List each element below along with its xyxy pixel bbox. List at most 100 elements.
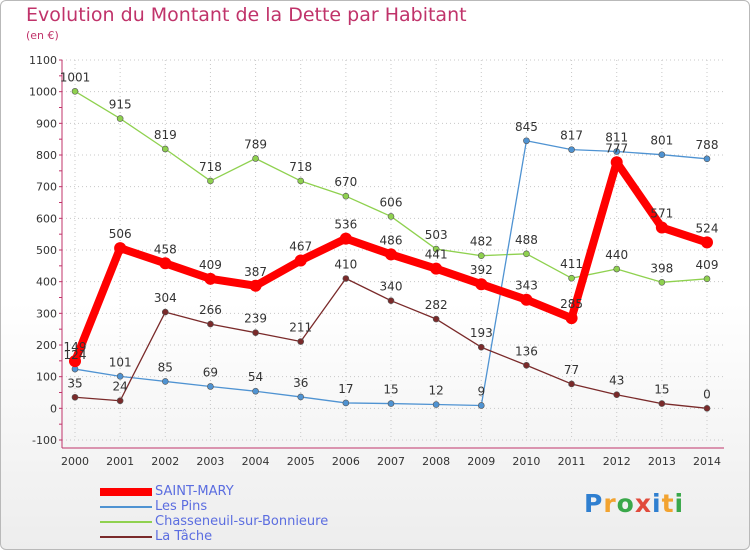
data-point <box>252 155 259 162</box>
x-tick-label: 2007 <box>377 455 405 468</box>
data-point <box>523 250 530 258</box>
data-label: 718 <box>199 160 222 174</box>
y-tick-label: 300 <box>36 307 57 320</box>
data-label: 817 <box>560 129 583 143</box>
data-label: 12 <box>429 384 444 398</box>
data-label: 488 <box>515 233 538 247</box>
data-label: 409 <box>696 258 719 272</box>
data-point <box>249 279 262 292</box>
data-point <box>520 293 533 306</box>
legend-swatch-les-pins <box>100 506 152 508</box>
data-point <box>385 248 397 261</box>
data-point <box>159 257 172 270</box>
x-tick-label: 2013 <box>648 455 676 468</box>
data-label: 845 <box>515 120 538 134</box>
x-tick-label: 2005 <box>287 455 315 468</box>
data-label: 285 <box>560 297 583 311</box>
data-point <box>610 156 623 169</box>
data-point <box>475 278 488 291</box>
data-point <box>161 145 169 153</box>
y-tick-label: 600 <box>36 212 57 225</box>
data-point <box>523 361 530 369</box>
data-label: 409 <box>199 258 222 272</box>
data-label: 467 <box>289 239 312 253</box>
data-label: 85 <box>158 360 173 374</box>
data-label: 0 <box>703 387 711 401</box>
legend-label-les-pins: Les Pins <box>155 499 208 514</box>
y-tick-label: 1100 <box>29 54 57 67</box>
data-point <box>297 338 305 345</box>
data-label: 811 <box>605 131 628 145</box>
data-label: 571 <box>650 207 673 221</box>
proxiti-logo: Proxiti <box>584 489 684 518</box>
y-tick-label: 700 <box>36 181 57 194</box>
x-tick-label: 2002 <box>151 455 179 468</box>
legend-swatch-chasseneuil <box>100 521 152 523</box>
x-tick-label: 2006 <box>332 455 360 468</box>
data-point <box>568 146 575 153</box>
data-label: 282 <box>425 298 448 312</box>
data-point <box>703 155 711 163</box>
data-label: 387 <box>244 265 267 279</box>
data-label: 410 <box>334 258 357 272</box>
logo-letter: i <box>674 489 685 518</box>
y-tick-label: 200 <box>36 339 57 352</box>
logo-letter: o <box>616 489 635 518</box>
y-tick-label: -100 <box>32 434 57 447</box>
data-label: 149 <box>64 340 87 354</box>
y-tick-label: 800 <box>36 149 57 162</box>
x-tick-label: 2008 <box>422 455 450 468</box>
x-tick-label: 2012 <box>603 455 631 468</box>
x-tick-label: 2004 <box>242 455 270 468</box>
data-label: 340 <box>380 280 403 294</box>
data-point <box>294 254 307 267</box>
data-point <box>701 236 713 249</box>
data-point <box>116 397 124 405</box>
data-label: 458 <box>154 242 177 256</box>
y-tick-label: 100 <box>36 371 57 384</box>
data-point <box>116 115 124 122</box>
x-tick-label: 2010 <box>512 455 540 468</box>
data-label: 101 <box>109 355 132 369</box>
data-point <box>703 275 711 283</box>
data-label: 211 <box>289 321 312 335</box>
data-point <box>161 308 169 316</box>
data-point <box>252 329 259 336</box>
data-point <box>342 399 350 407</box>
data-label: 43 <box>609 374 624 388</box>
data-point <box>297 393 305 401</box>
logo-letter: P <box>584 489 604 518</box>
data-point <box>613 265 621 273</box>
data-label: 536 <box>334 218 357 232</box>
data-point <box>613 148 621 155</box>
data-point <box>252 387 259 395</box>
chart-title: Evolution du Montant de la Dette par Hab… <box>26 4 467 26</box>
data-point <box>204 272 217 285</box>
data-label: 915 <box>109 98 132 112</box>
y-tick-label: 0 <box>50 402 57 415</box>
data-point <box>477 402 485 409</box>
data-point <box>207 383 214 390</box>
legend-swatch-la-tache <box>100 536 152 538</box>
data-label: 304 <box>154 291 177 305</box>
y-tick-label: 1000 <box>29 86 57 99</box>
data-label: 506 <box>109 227 132 241</box>
data-point <box>523 137 530 145</box>
data-point <box>703 405 711 412</box>
data-point <box>387 213 395 220</box>
data-point <box>658 400 666 407</box>
data-point <box>69 355 81 368</box>
x-tick-label: 2011 <box>558 455 586 468</box>
data-point <box>339 232 352 245</box>
data-label: 440 <box>605 248 628 262</box>
data-point <box>342 192 350 200</box>
logo-letter: t <box>661 489 675 518</box>
data-label: 1001 <box>60 70 91 84</box>
data-label: 606 <box>380 195 403 209</box>
data-label: 17 <box>338 382 353 396</box>
data-point <box>613 391 621 399</box>
logo-letter: i <box>652 489 662 518</box>
data-label: 9 <box>477 384 485 398</box>
data-point <box>565 312 578 325</box>
x-tick-label: 2003 <box>196 455 224 468</box>
